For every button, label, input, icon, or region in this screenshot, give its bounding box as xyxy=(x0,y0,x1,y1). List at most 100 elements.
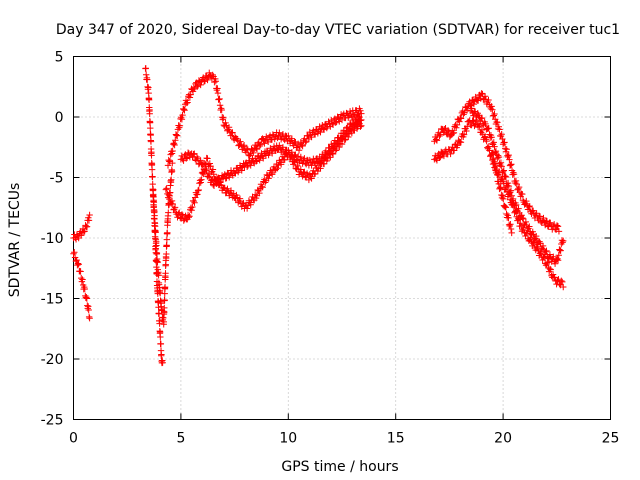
data-point xyxy=(490,112,497,119)
data-point xyxy=(180,106,188,113)
data-point xyxy=(152,229,159,236)
data-point xyxy=(180,105,187,113)
data-point xyxy=(186,213,193,220)
data-point xyxy=(183,99,190,107)
data-point xyxy=(175,210,182,217)
data-point xyxy=(207,162,214,170)
data-point xyxy=(288,149,296,156)
data-point xyxy=(327,147,334,155)
data-point xyxy=(198,169,206,177)
data-point xyxy=(234,137,241,144)
data-point xyxy=(197,179,204,186)
data-point xyxy=(171,204,179,211)
data-point xyxy=(457,139,465,146)
data-point xyxy=(463,107,471,114)
data-point xyxy=(320,154,328,162)
data-point xyxy=(288,135,296,142)
data-point xyxy=(171,141,178,149)
data-point xyxy=(329,144,337,152)
data-point xyxy=(256,189,263,197)
data-point xyxy=(166,192,173,200)
data-point xyxy=(505,214,512,222)
data-point xyxy=(160,314,167,322)
data-point xyxy=(263,133,270,140)
data-point xyxy=(74,260,82,267)
data-point xyxy=(153,242,160,249)
data-point xyxy=(481,133,489,140)
data-point xyxy=(300,169,307,176)
y-tick-label: -5 xyxy=(50,171,64,187)
data-point xyxy=(214,89,222,97)
data-point xyxy=(184,99,191,106)
data-point xyxy=(162,270,169,277)
data-point xyxy=(519,190,526,198)
data-point xyxy=(501,139,508,146)
data-point xyxy=(209,166,217,173)
data-point xyxy=(185,214,192,221)
data-point xyxy=(302,139,309,146)
data-point xyxy=(558,277,565,285)
data-point xyxy=(281,156,288,163)
data-point xyxy=(165,209,172,216)
data-point xyxy=(314,167,322,175)
data-point xyxy=(505,182,513,190)
data-point xyxy=(165,191,173,199)
data-point xyxy=(308,133,315,141)
data-point xyxy=(277,149,285,156)
data-point xyxy=(334,113,341,121)
data-point xyxy=(213,180,220,187)
data-point xyxy=(237,138,244,145)
data-point xyxy=(297,166,305,173)
data-point xyxy=(327,154,334,161)
data-point xyxy=(508,192,515,199)
data-point xyxy=(167,151,174,158)
data-point xyxy=(317,128,324,136)
data-point xyxy=(210,171,217,178)
data-point xyxy=(147,131,154,139)
data-point xyxy=(336,118,343,125)
data-point xyxy=(285,132,292,140)
data-point xyxy=(532,232,540,240)
data-point xyxy=(551,260,559,267)
data-point xyxy=(256,157,263,164)
data-point xyxy=(244,146,251,153)
data-point xyxy=(554,255,561,262)
data-point xyxy=(277,136,285,143)
series-early-lower xyxy=(70,249,93,322)
data-point xyxy=(536,250,544,257)
data-point xyxy=(554,257,562,264)
data-point xyxy=(519,214,526,222)
data-point xyxy=(247,201,254,208)
data-point xyxy=(82,222,89,229)
data-point xyxy=(447,150,454,158)
data-point xyxy=(497,184,504,192)
data-point xyxy=(432,136,440,143)
data-point xyxy=(194,191,201,198)
data-point xyxy=(494,152,502,159)
data-point xyxy=(476,122,483,130)
data-point xyxy=(506,156,513,163)
series-early-upper xyxy=(70,211,93,243)
data-point xyxy=(268,169,275,177)
data-point xyxy=(85,306,92,314)
series-late-branch xyxy=(489,149,515,237)
data-point xyxy=(498,191,505,199)
data-point xyxy=(498,163,505,170)
data-point xyxy=(308,162,315,169)
data-point xyxy=(502,204,510,211)
data-point xyxy=(290,156,297,163)
data-point xyxy=(512,201,520,209)
series-arc-lower xyxy=(162,118,365,224)
data-point xyxy=(221,184,228,192)
data-point xyxy=(495,180,503,188)
data-point xyxy=(256,142,263,150)
data-point xyxy=(85,217,93,224)
data-point xyxy=(164,229,171,236)
data-point xyxy=(559,239,566,246)
x-tick-label: 20 xyxy=(494,431,512,447)
data-point xyxy=(77,268,84,275)
data-point xyxy=(468,105,475,112)
data-point xyxy=(454,142,461,149)
data-point xyxy=(338,134,346,142)
data-point xyxy=(149,186,157,193)
